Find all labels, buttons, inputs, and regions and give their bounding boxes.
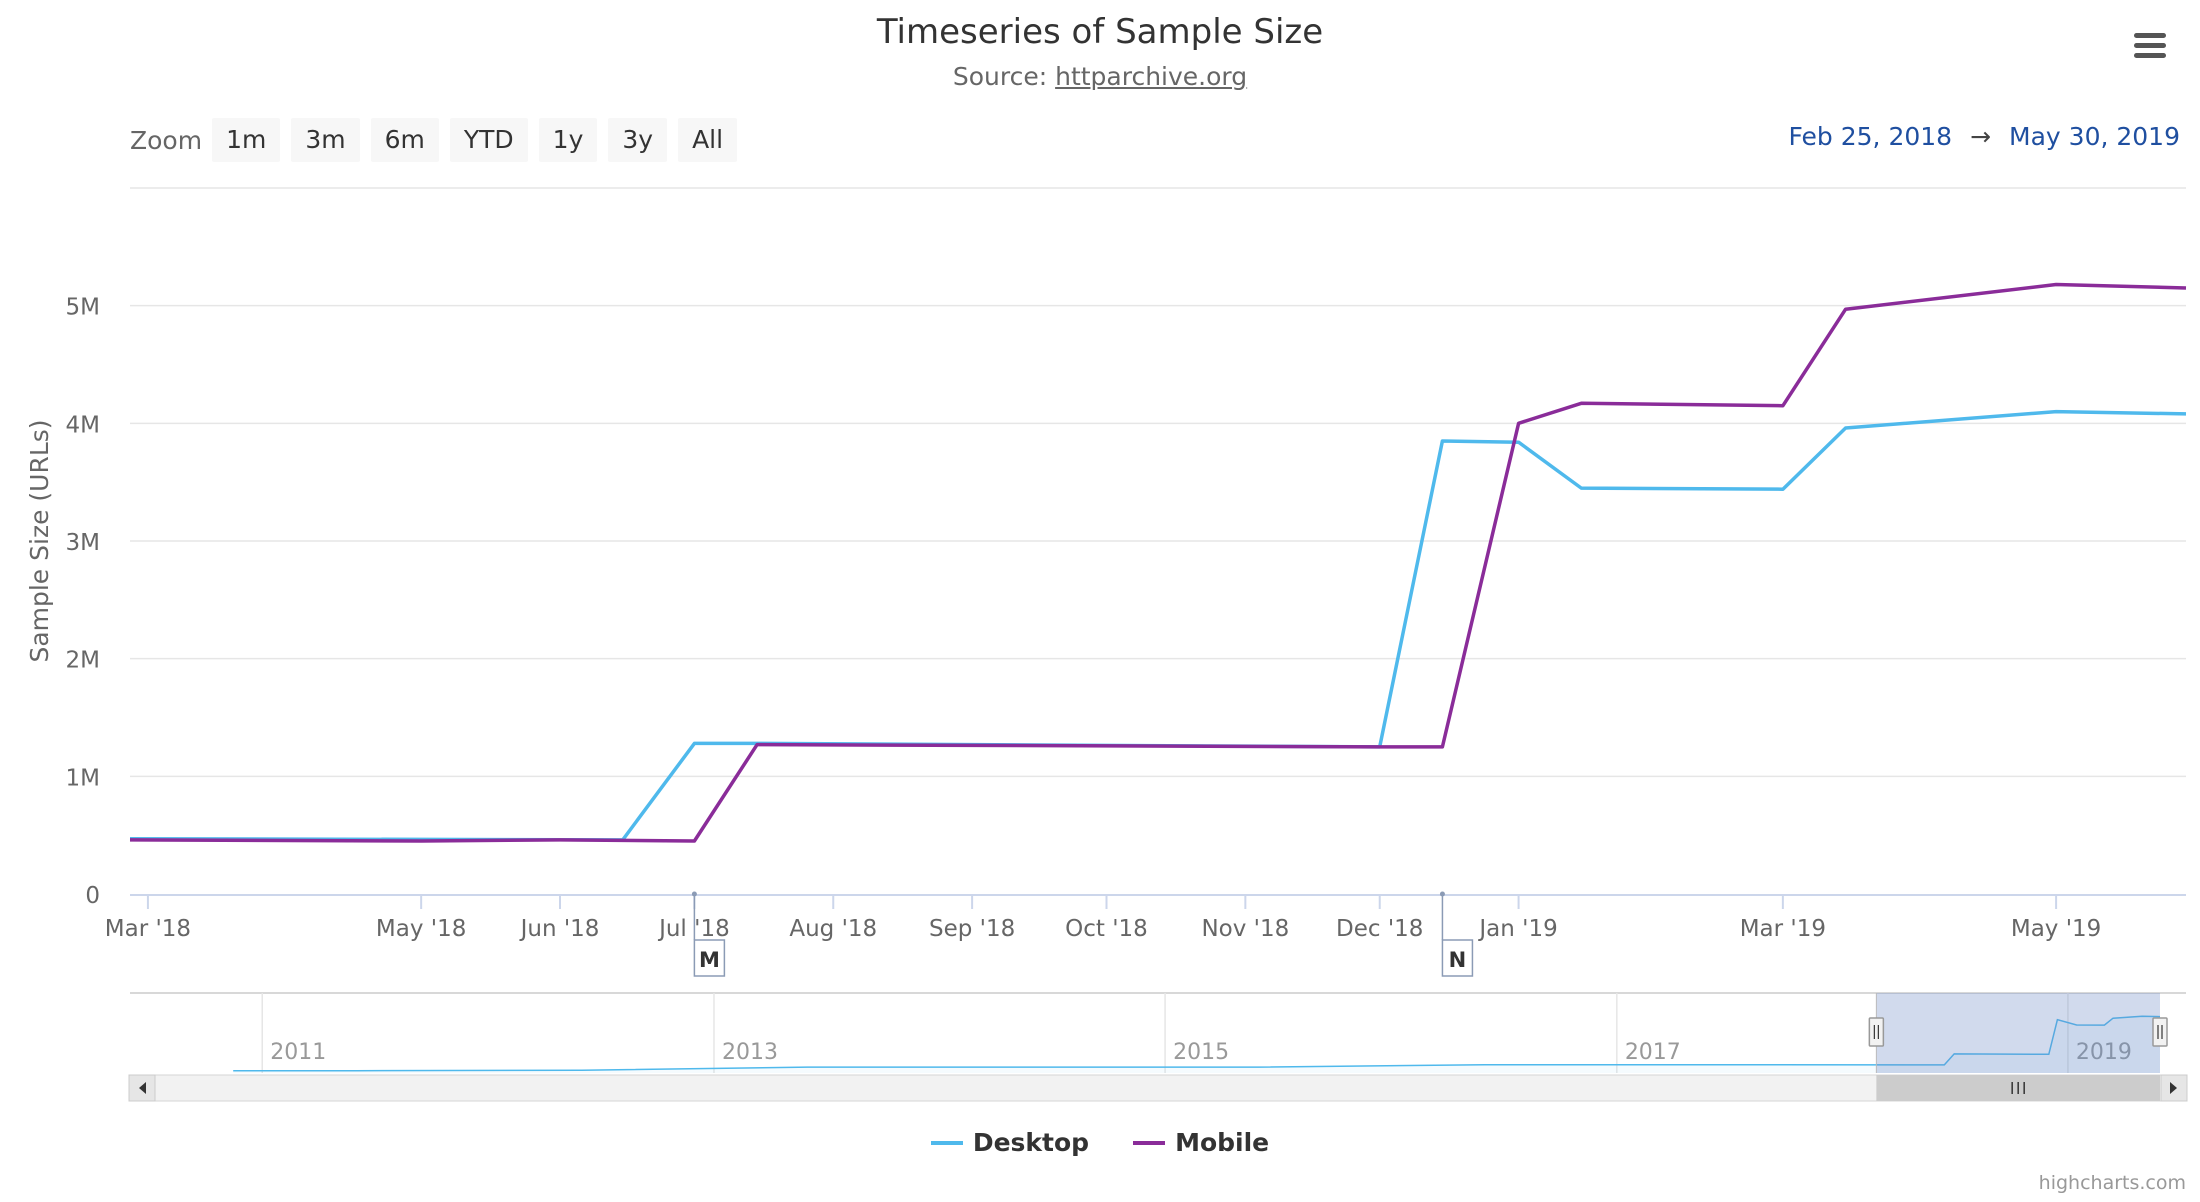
source-link[interactable]: httparchive.org bbox=[1055, 62, 1248, 91]
legend-label-mobile: Mobile bbox=[1175, 1128, 1270, 1157]
x-tick-label-3: Jul '18 bbox=[657, 916, 730, 942]
zoom-1m-button[interactable]: 1m bbox=[212, 118, 281, 162]
range-arrow: → bbox=[1970, 122, 1992, 151]
scrollbar-left-button[interactable] bbox=[128, 1074, 156, 1102]
navigator-year-label-2: 2015 bbox=[1173, 1040, 1229, 1065]
y-tick-label-4: 4M bbox=[66, 412, 100, 438]
x-tick-label-1: May '18 bbox=[376, 916, 466, 942]
date-range: Feb 25, 2018 → May 30, 2019 bbox=[1789, 122, 2180, 151]
x-tick-label-8: Dec '18 bbox=[1336, 916, 1423, 942]
x-tick-label-11: May '19 bbox=[2011, 916, 2101, 942]
flag-box-m[interactable] bbox=[693, 939, 726, 977]
chart-title: Timeseries of Sample Size bbox=[876, 12, 1324, 52]
series-line-mobile[interactable] bbox=[129, 282, 2187, 843]
navigator-year-label-4: 2019 bbox=[2076, 1040, 2132, 1065]
legend-swatch-desktop bbox=[930, 1140, 963, 1145]
zoom-6m-button[interactable]: 6m bbox=[370, 118, 439, 162]
navigator-year-label-0: 2011 bbox=[270, 1040, 326, 1065]
scroll-right-arrow-icon bbox=[2170, 1082, 2177, 1094]
range-to-input[interactable]: May 30, 2019 bbox=[2009, 122, 2180, 151]
hamburger-menu-icon[interactable] bbox=[2128, 24, 2172, 68]
navigator-area bbox=[233, 1016, 2161, 1073]
navigator-year-label-3: 2017 bbox=[1625, 1040, 1681, 1065]
x-tick-label-10: Mar '19 bbox=[1740, 916, 1826, 942]
navigator-selection-mask[interactable] bbox=[1876, 993, 2160, 1073]
flag-label-n: N bbox=[1449, 948, 1467, 972]
x-tick-label-5: Sep '18 bbox=[929, 916, 1015, 942]
zoom-ytd-button[interactable]: YTD bbox=[449, 118, 528, 162]
y-axis-title: Sample Size (URLs) bbox=[25, 419, 54, 662]
navigator-handle-right[interactable] bbox=[2152, 1017, 2168, 1047]
scroll-left-arrow-icon bbox=[139, 1082, 146, 1094]
y-tick-label-2: 2M bbox=[66, 648, 100, 674]
legend-swatch-mobile bbox=[1133, 1140, 1166, 1145]
series-line-desktop[interactable] bbox=[129, 409, 2187, 842]
flag-box-n[interactable] bbox=[1441, 939, 1474, 977]
credits-link[interactable]: highcharts.com bbox=[2038, 1172, 2186, 1194]
x-tick-label-4: Aug '18 bbox=[789, 916, 877, 942]
flag-anchor-n bbox=[1439, 891, 1445, 897]
x-tick-label-2: Jun '18 bbox=[519, 916, 600, 942]
y-tick-label-0: 0 bbox=[85, 883, 100, 909]
zoom-3m-button[interactable]: 3m bbox=[291, 118, 360, 162]
flag-anchor-m bbox=[691, 891, 697, 897]
legend-label-desktop: Desktop bbox=[972, 1128, 1090, 1157]
x-tick-label-6: Oct '18 bbox=[1065, 916, 1148, 942]
zoom-1y-button[interactable]: 1y bbox=[538, 118, 598, 162]
x-tick-label-7: Nov '18 bbox=[1201, 916, 1289, 942]
chart-subtitle: Source: httparchive.org bbox=[0, 62, 2200, 91]
zoom-label: Zoom bbox=[130, 125, 203, 155]
y-tick-label-3: 3M bbox=[66, 530, 100, 556]
x-tick-label-0: Mar '18 bbox=[105, 916, 191, 942]
range-from-input[interactable]: Feb 25, 2018 bbox=[1788, 122, 1953, 151]
legend-item-mobile[interactable]: Mobile bbox=[1133, 1128, 1269, 1157]
y-tick-label-1: 1M bbox=[66, 765, 100, 791]
subtitle-prefix: Source: bbox=[952, 62, 1056, 91]
navigator-year-label-1: 2013 bbox=[722, 1040, 778, 1065]
legend: Desktop Mobile bbox=[0, 1128, 2200, 1157]
legend-item-desktop[interactable]: Desktop bbox=[930, 1128, 1090, 1157]
y-tick-label-5: 5M bbox=[66, 295, 100, 321]
navigator-handle-left[interactable] bbox=[1868, 1017, 1885, 1047]
flag-label-m: M bbox=[699, 948, 720, 972]
navigator-series-line bbox=[233, 1015, 2161, 1072]
zoom-bar: Zoom 1m 3m 6m YTD 1y 3y All bbox=[130, 118, 748, 162]
zoom-all-button[interactable]: All bbox=[678, 118, 738, 162]
zoom-3y-button[interactable]: 3y bbox=[608, 118, 668, 162]
x-tick-label-9: Jan '19 bbox=[1477, 916, 1557, 942]
